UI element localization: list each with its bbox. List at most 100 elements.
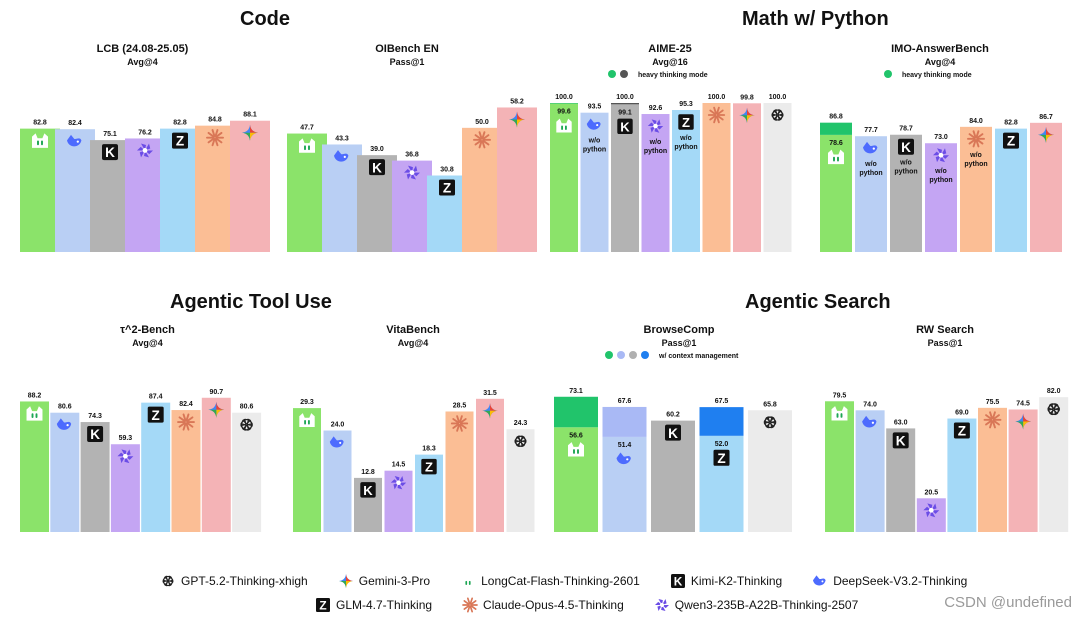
chart-subtitle: Pass@1 — [662, 338, 697, 348]
longcat-icon — [556, 118, 572, 133]
section-title-math: Math w/ Python — [742, 8, 889, 30]
svg-text:Z: Z — [425, 460, 433, 475]
watermark-text: CSDN @undefined — [944, 594, 1072, 611]
bar-value-label: 18.3 — [422, 446, 436, 453]
longcat-icon — [32, 133, 48, 148]
legend-item-qwen: Qwen3-235B-A22B-Thinking-2507 — [654, 597, 858, 613]
legend-label: GPT-5.2-Thinking-xhigh — [181, 574, 308, 588]
bar-claude — [978, 407, 1007, 532]
chart-title: RW Search — [916, 324, 974, 336]
chart-panel-5: VitaBench Avg@4 29.3 24.0 12.8 K 14.5 18.3 Z 28.5… — [293, 324, 535, 532]
bar-value-label: 86.8 — [829, 114, 843, 121]
glm-z-icon: Z — [678, 114, 694, 130]
claude-burst-icon — [707, 106, 726, 124]
bar-value-label: 100.0 — [555, 94, 573, 101]
bar-gpt — [763, 103, 792, 252]
bar-inner-value-label: 51.4 — [618, 442, 632, 449]
svg-text:Z: Z — [176, 134, 184, 149]
openai-knot-icon — [1047, 403, 1060, 416]
qwen-icon — [390, 476, 407, 490]
svg-text:Z: Z — [1007, 134, 1015, 149]
chart-legend-dot — [608, 70, 616, 78]
claude-burst-icon — [462, 597, 478, 613]
bar-value-label: 60.2 — [666, 412, 680, 419]
bar-value-label: 92.6 — [649, 105, 663, 112]
svg-text:K: K — [372, 160, 382, 175]
svg-text:K: K — [620, 119, 630, 134]
bar-value-label: 73.1 — [569, 388, 583, 395]
qwen-icon — [923, 503, 940, 518]
legend-label: GLM-4.7-Thinking — [336, 598, 433, 612]
bar-inner-value-label: 99.6 — [557, 109, 571, 116]
bar-claude — [445, 411, 474, 532]
chart-legend-dot — [884, 70, 892, 78]
bar-deepseek — [855, 410, 885, 532]
claude-burst-icon — [462, 597, 478, 613]
bar-value-label: 65.8 — [763, 401, 777, 408]
bar-glm — [141, 402, 171, 532]
chart-subtitle: Avg@4 — [127, 57, 157, 67]
glm-z-icon: Z — [1003, 132, 1019, 149]
bar-inner-value-label: 78.6 — [829, 140, 843, 147]
legend-row-1: GPT-5.2-Thinking-xhigh Gemini-3-Pro LongCa… — [160, 573, 997, 589]
bar-longcat — [20, 128, 60, 252]
legend-item-gpt: GPT-5.2-Thinking-xhigh — [160, 573, 308, 589]
openai-knot-icon — [771, 109, 784, 121]
claude-burst-icon — [177, 413, 195, 431]
chart-legend-dot — [629, 351, 637, 359]
chart-title: LCB (24.08-25.05) — [97, 43, 189, 55]
bar-heavy-longcat — [554, 396, 598, 428]
longcat-icon — [568, 442, 584, 457]
longcat-icon — [461, 574, 476, 588]
bar-value-label: 100.0 — [708, 94, 726, 101]
bar-value-label: 80.6 — [240, 404, 254, 411]
bar-value-label: 30.8 — [440, 167, 454, 174]
chart-legend-label: w/ context management — [658, 353, 739, 360]
kimi-k-icon: K — [369, 159, 385, 175]
qwen-icon — [137, 143, 153, 158]
bar-value-label: 31.5 — [483, 390, 497, 397]
bar-value-label: 78.7 — [899, 126, 913, 133]
bar-claude — [960, 126, 992, 252]
bar-note: python — [644, 148, 667, 155]
chart-panel-1: OIBench EN Pass@1 47.7 43.3 39.0 K 36.8 30.8 Z 50… — [287, 43, 537, 252]
kimi-k-icon: K — [898, 138, 914, 155]
bar-value-label: 74.3 — [88, 413, 102, 420]
qwen-icon — [654, 598, 669, 612]
chart-panel-6: BrowseComp Pass@1 w/ context management 73.… — [554, 324, 792, 532]
bar-value-label: 95.3 — [679, 101, 693, 108]
gemini-star-icon — [509, 111, 525, 128]
deepseek-whale-icon — [586, 118, 601, 130]
chart-subtitle: Avg@16 — [652, 57, 687, 67]
claude-burst-icon — [450, 415, 469, 432]
chart-panel-4: τ^2-Bench Avg@4 88.2 80.6 74.3 K 59.3 87.4 Z 82.4… — [20, 324, 262, 532]
gemini-star-icon — [739, 107, 755, 123]
gemini-star-icon — [482, 403, 498, 419]
bar-gemini — [476, 398, 504, 532]
bar-value-label: 29.3 — [300, 399, 314, 406]
bar-longcat — [825, 401, 854, 532]
kimi-k-icon: K — [670, 574, 685, 588]
bar-value-label: 24.0 — [331, 422, 345, 429]
chart-title: OIBench EN — [375, 43, 439, 55]
bar-gemini — [1030, 122, 1062, 252]
chart-title: VitaBench — [386, 324, 440, 336]
qwen-icon — [404, 165, 420, 180]
chart-subtitle: Avg@4 — [925, 57, 955, 67]
bar-value-label: 43.3 — [335, 135, 349, 142]
bar-gpt — [506, 429, 535, 532]
claude-burst-icon — [473, 131, 491, 149]
bar-value-label: 82.8 — [33, 120, 47, 127]
svg-text:K: K — [901, 140, 911, 155]
section-title-agentic-search: Agentic Search — [745, 291, 891, 313]
chart-panel-3: IMO-AnswerBench Avg@4 heavy thinking mode 8… — [820, 43, 1062, 252]
glm-z-icon: Z — [421, 458, 437, 475]
chart-title: BrowseComp — [644, 324, 715, 336]
bar-value-label: 67.6 — [618, 398, 632, 405]
bar-value-label: 47.7 — [300, 125, 314, 132]
bar-value-label: 82.0 — [1047, 388, 1061, 395]
claude-burst-icon — [206, 129, 224, 147]
svg-text:Z: Z — [958, 424, 966, 439]
bar-value-label: 73.0 — [934, 134, 948, 141]
